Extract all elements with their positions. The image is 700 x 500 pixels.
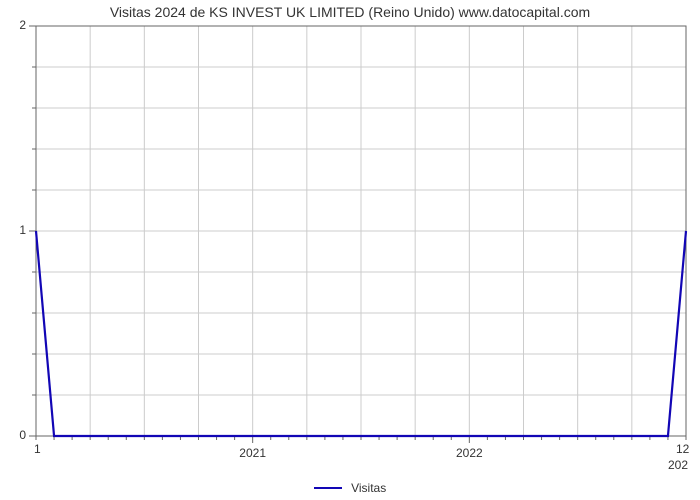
y-tick-label: 0 <box>6 428 26 442</box>
y-tick-label: 2 <box>6 18 26 32</box>
chart-plot <box>26 16 696 446</box>
x-axis-right-corner: 12 <box>676 442 689 456</box>
legend: Visitas <box>0 480 700 495</box>
x-tick-label: 2022 <box>456 446 483 460</box>
x-axis-left-corner: 1 <box>34 442 41 456</box>
legend-swatch <box>314 487 342 489</box>
x-axis-right-edge: 202 <box>668 458 688 472</box>
y-tick-label: 1 <box>6 223 26 237</box>
x-tick-label: 2021 <box>239 446 266 460</box>
legend-label: Visitas <box>351 481 386 495</box>
